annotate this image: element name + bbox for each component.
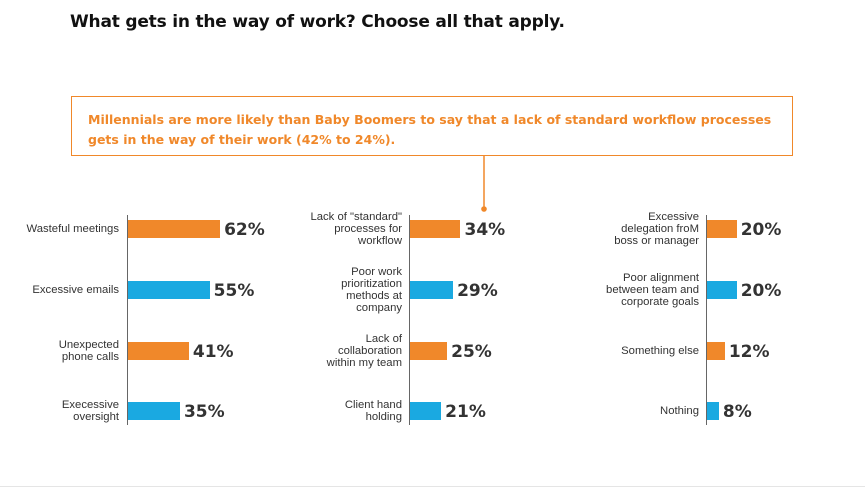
category-label: Execessive oversight [61, 399, 119, 423]
bar [410, 220, 461, 238]
bar [128, 342, 189, 360]
category-label: Excessive emails [32, 284, 119, 296]
data-label: 34% [464, 220, 506, 240]
data-label: 62% [224, 220, 265, 240]
bar [128, 281, 210, 299]
data-label: 12% [728, 342, 770, 362]
callout-box [71, 96, 793, 156]
category-label: Excessive delegation froM boss or manage… [614, 211, 699, 247]
category-label: Something else [621, 345, 699, 357]
category-label: Poor work prioritization methods at comp… [341, 266, 402, 314]
category-label: Wasteful meetings [26, 223, 119, 235]
data-label: 8% [722, 402, 752, 422]
data-label: 35% [183, 402, 225, 422]
bar [128, 220, 221, 238]
bar [707, 220, 737, 238]
data-label: 20% [740, 220, 782, 240]
category-label: Lack of collaboration within my team [326, 333, 402, 369]
category-label: Nothing [660, 405, 699, 417]
footer-divider [0, 486, 865, 487]
bar [410, 402, 442, 420]
chart-axis [409, 215, 410, 425]
bar [128, 402, 180, 420]
callout-text: Millennials are more likely than Baby Bo… [88, 112, 772, 147]
bar [707, 342, 725, 360]
category-label: Lack of "standard" processes for workflo… [310, 211, 402, 247]
data-label: 29% [457, 281, 498, 301]
data-label: 25% [451, 342, 492, 362]
chart-axis [127, 215, 128, 425]
bar [707, 281, 737, 299]
data-label: 20% [740, 281, 782, 301]
chart-axis [706, 215, 707, 425]
chart-title: What gets in the way of work? Choose all… [70, 12, 565, 32]
data-label: 55% [213, 281, 255, 301]
category-label: Client hand holding [344, 399, 402, 423]
category-label: Unexpected phone calls [58, 339, 119, 363]
bar [410, 342, 448, 360]
bar [410, 281, 454, 299]
bar [707, 402, 719, 420]
category-label: Poor alignment between team and corporat… [606, 272, 699, 308]
data-label: 41% [192, 342, 234, 362]
data-label: 21% [445, 402, 486, 422]
